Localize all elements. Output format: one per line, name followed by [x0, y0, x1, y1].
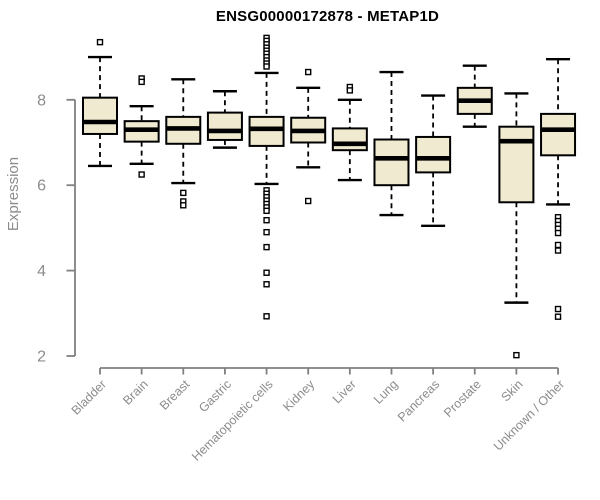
- x-tick-label-skin: Skin: [498, 377, 525, 404]
- x-tick-label-prostate: Prostate: [441, 377, 484, 420]
- outlier-point: [346, 87, 354, 94]
- outlier-point: [263, 228, 270, 236]
- iqr-box: [415, 135, 452, 174]
- x-tick-label-liver: Liver: [330, 377, 359, 406]
- iqr-box: [206, 111, 243, 141]
- outlier-point: [554, 313, 562, 320]
- x-tick-label-breast: Breast: [157, 377, 193, 413]
- y-tick-label: 6: [37, 178, 46, 195]
- y-tick-label: 4: [37, 263, 46, 280]
- boxplot-hematopoietic-cells: [248, 34, 285, 320]
- boxplot-pancreas: [415, 94, 452, 227]
- boxplot-unknown-other: [540, 58, 577, 320]
- outlier-point: [554, 305, 562, 313]
- outlier-point: [263, 243, 270, 251]
- boxplot-brain: [123, 75, 160, 178]
- outlier-point: [554, 241, 562, 249]
- boxplot-liver: [331, 83, 368, 182]
- outlier-point: [554, 247, 562, 254]
- y-tick-label: 8: [37, 92, 46, 109]
- outlier-point: [138, 78, 145, 86]
- x-tick-label-brain: Brain: [120, 377, 151, 408]
- outlier-point: [554, 229, 562, 237]
- outlier-point: [263, 313, 270, 320]
- x-tick-label-gastric: Gastric: [196, 377, 234, 415]
- outlier-point: [263, 281, 270, 288]
- y-axis: 2 4 6 8: [37, 92, 76, 366]
- iqr-box: [248, 115, 285, 147]
- boxplot-prostate: [456, 64, 493, 128]
- boxplot-breast: [165, 78, 202, 209]
- outlier-point: [305, 197, 312, 205]
- boxplot-lung: [373, 70, 410, 217]
- outlier-point: [96, 38, 104, 46]
- outlier-point: [263, 63, 270, 70]
- outlier-point: [305, 68, 312, 76]
- outlier-point: [180, 202, 187, 209]
- outlier-point: [180, 189, 187, 197]
- x-tick-label-unknown-other: Unknown / Other: [491, 377, 567, 453]
- boxplot-kidney: [290, 68, 327, 205]
- outlier-point: [138, 171, 145, 178]
- iqr-box: [498, 125, 535, 204]
- x-tick-label-kidney: Kidney: [280, 377, 317, 414]
- iqr-box: [82, 96, 118, 135]
- chart-title: ENSG00000172878 - METAP1D: [215, 8, 440, 25]
- outlier-point: [263, 217, 270, 224]
- iqr-box: [331, 127, 368, 152]
- y-tick-label: 2: [37, 349, 46, 366]
- x-tick-label-hematopoietic-cells: Hematopoietic cells: [189, 377, 276, 464]
- boxplot-gastric: [206, 90, 243, 149]
- iqr-box: [540, 112, 577, 157]
- x-tick-label-pancreas: Pancreas: [395, 377, 442, 424]
- outlier-point: [263, 207, 270, 215]
- iqr-box: [373, 138, 410, 187]
- x-tick-label-lung: Lung: [371, 377, 401, 407]
- boxplot-bladder: [82, 38, 118, 168]
- x-tick-label-bladder: Bladder: [69, 377, 109, 417]
- outlier-point: [513, 351, 520, 359]
- boxplot-skin: [498, 92, 535, 359]
- outlier-point: [263, 269, 270, 276]
